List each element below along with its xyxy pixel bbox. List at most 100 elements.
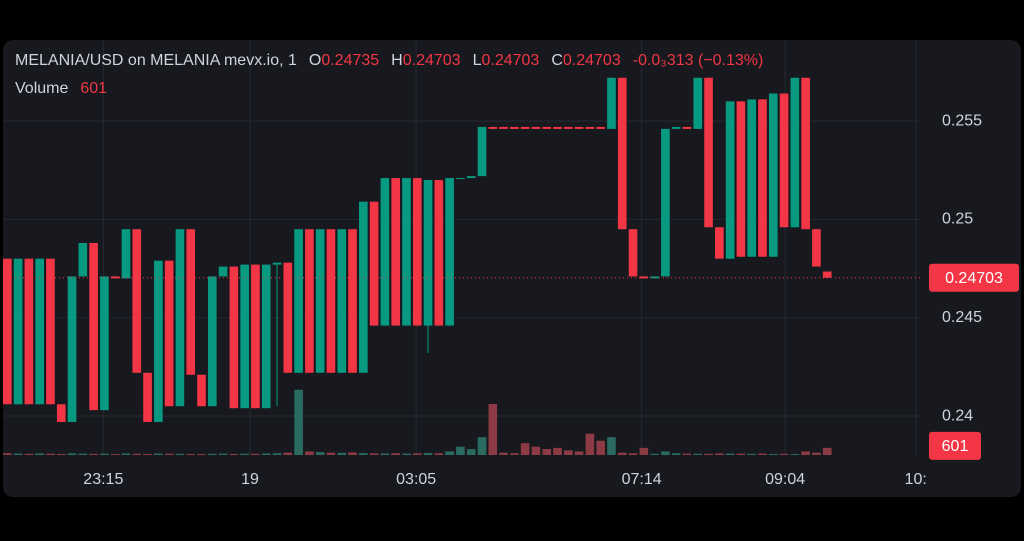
candle-body (35, 258, 44, 405)
candle-body (240, 264, 249, 409)
volume-bar (445, 451, 454, 455)
volume-legend: Volume 601 (15, 80, 107, 97)
candle-body (89, 242, 98, 411)
volume-bar (790, 454, 800, 455)
volume-bar (305, 451, 314, 455)
ohlc-value: 0.24703 (563, 52, 621, 69)
ohlc-value: 0.24703 (481, 52, 539, 69)
candle-body (294, 229, 303, 373)
volume-bar (466, 449, 476, 455)
candle-body (499, 126, 508, 129)
volume-bar (617, 452, 627, 455)
candle-body (822, 271, 832, 278)
candle-body (768, 93, 778, 257)
volume-bar (175, 453, 185, 455)
candle-body (628, 229, 638, 277)
legend-line: MELANIA/USD on MELANIA mevx.io, 1 O0.2473… (15, 52, 763, 69)
candle-body (520, 126, 530, 129)
volume-bar (100, 453, 109, 455)
candle-body (466, 176, 476, 179)
candle-body (56, 404, 66, 422)
candle-body (46, 258, 55, 405)
volume-bar (650, 453, 659, 455)
volume-bar (143, 453, 152, 455)
volume-bar (477, 437, 487, 455)
chart-title: MELANIA/USD on MELANIA mevx.io, 1 (15, 52, 297, 69)
candle-body (164, 260, 174, 407)
volume-bar (251, 453, 260, 455)
candle-body (251, 264, 260, 409)
y-tick-label: 0.245 (942, 309, 982, 326)
x-tick-label: 03:05 (396, 471, 436, 488)
candle-body (445, 178, 454, 326)
volume-bar (779, 453, 789, 455)
volume-bar (3, 453, 12, 455)
volume-bar (197, 454, 206, 455)
volume-bar (272, 453, 282, 455)
y-tick-label: 0.255 (942, 112, 982, 129)
volume-bar (89, 453, 98, 455)
candle-body (391, 178, 401, 326)
candle-body (747, 99, 757, 257)
candle-body (272, 262, 282, 265)
candle-body (121, 229, 131, 279)
volume-bar (240, 453, 249, 455)
volume-bar (574, 451, 584, 455)
candle-body (423, 180, 433, 326)
volume-bar (736, 453, 746, 455)
volume-bar (822, 447, 832, 455)
x-tick-label: 09:04 (765, 471, 805, 488)
candle-body (229, 266, 239, 409)
volume-bar (488, 404, 498, 455)
volume-bar (596, 440, 605, 455)
candle-body (369, 201, 379, 326)
x-tick-label: 10: (905, 471, 927, 488)
volume-bar (607, 437, 616, 455)
volume-bar (725, 453, 735, 455)
change: -0.0₃313 (−0.13%) (633, 52, 764, 69)
candle-body (531, 126, 541, 129)
ohlc-label: C (551, 52, 563, 69)
volume-bar (78, 453, 88, 455)
candle-body (812, 229, 821, 267)
candle-body (402, 178, 411, 326)
volume-bar (294, 389, 303, 455)
candle-body (261, 264, 271, 409)
y-tick-label: 0.24 (942, 407, 973, 424)
volume-bar (585, 433, 595, 455)
candle-body (315, 229, 325, 373)
candle-body (563, 126, 573, 129)
candle-body (380, 178, 390, 326)
candle-body (736, 101, 746, 257)
ohlc-label: L (473, 52, 482, 69)
volume-bar (337, 452, 347, 455)
candle-body (143, 372, 152, 422)
candle-body (596, 126, 605, 129)
candle-body (218, 266, 228, 277)
y-tick-label: 0.25 (942, 211, 973, 228)
volume-bar (218, 453, 228, 455)
candle-body (132, 229, 142, 373)
candle-body (758, 99, 767, 257)
candle-body (650, 276, 659, 279)
volume-bar (207, 453, 217, 455)
volume-bar (359, 453, 368, 455)
candle-body (434, 180, 444, 326)
candle-body (704, 77, 713, 228)
volume-bar (186, 453, 196, 455)
candle-body (779, 93, 789, 228)
candle-body (207, 276, 217, 407)
volume-bar (499, 452, 508, 455)
candle-body (175, 229, 185, 407)
candle-body (477, 126, 487, 177)
candle-body (154, 260, 163, 422)
candle-body (671, 126, 681, 129)
candle-body (326, 229, 336, 373)
volume-bar (510, 453, 519, 455)
candle-body (542, 126, 552, 129)
volume-bar (520, 443, 530, 455)
candle-body (682, 126, 692, 129)
ohlc-label: O (309, 52, 321, 69)
volume-bar (412, 453, 422, 455)
candle-body (574, 126, 584, 129)
